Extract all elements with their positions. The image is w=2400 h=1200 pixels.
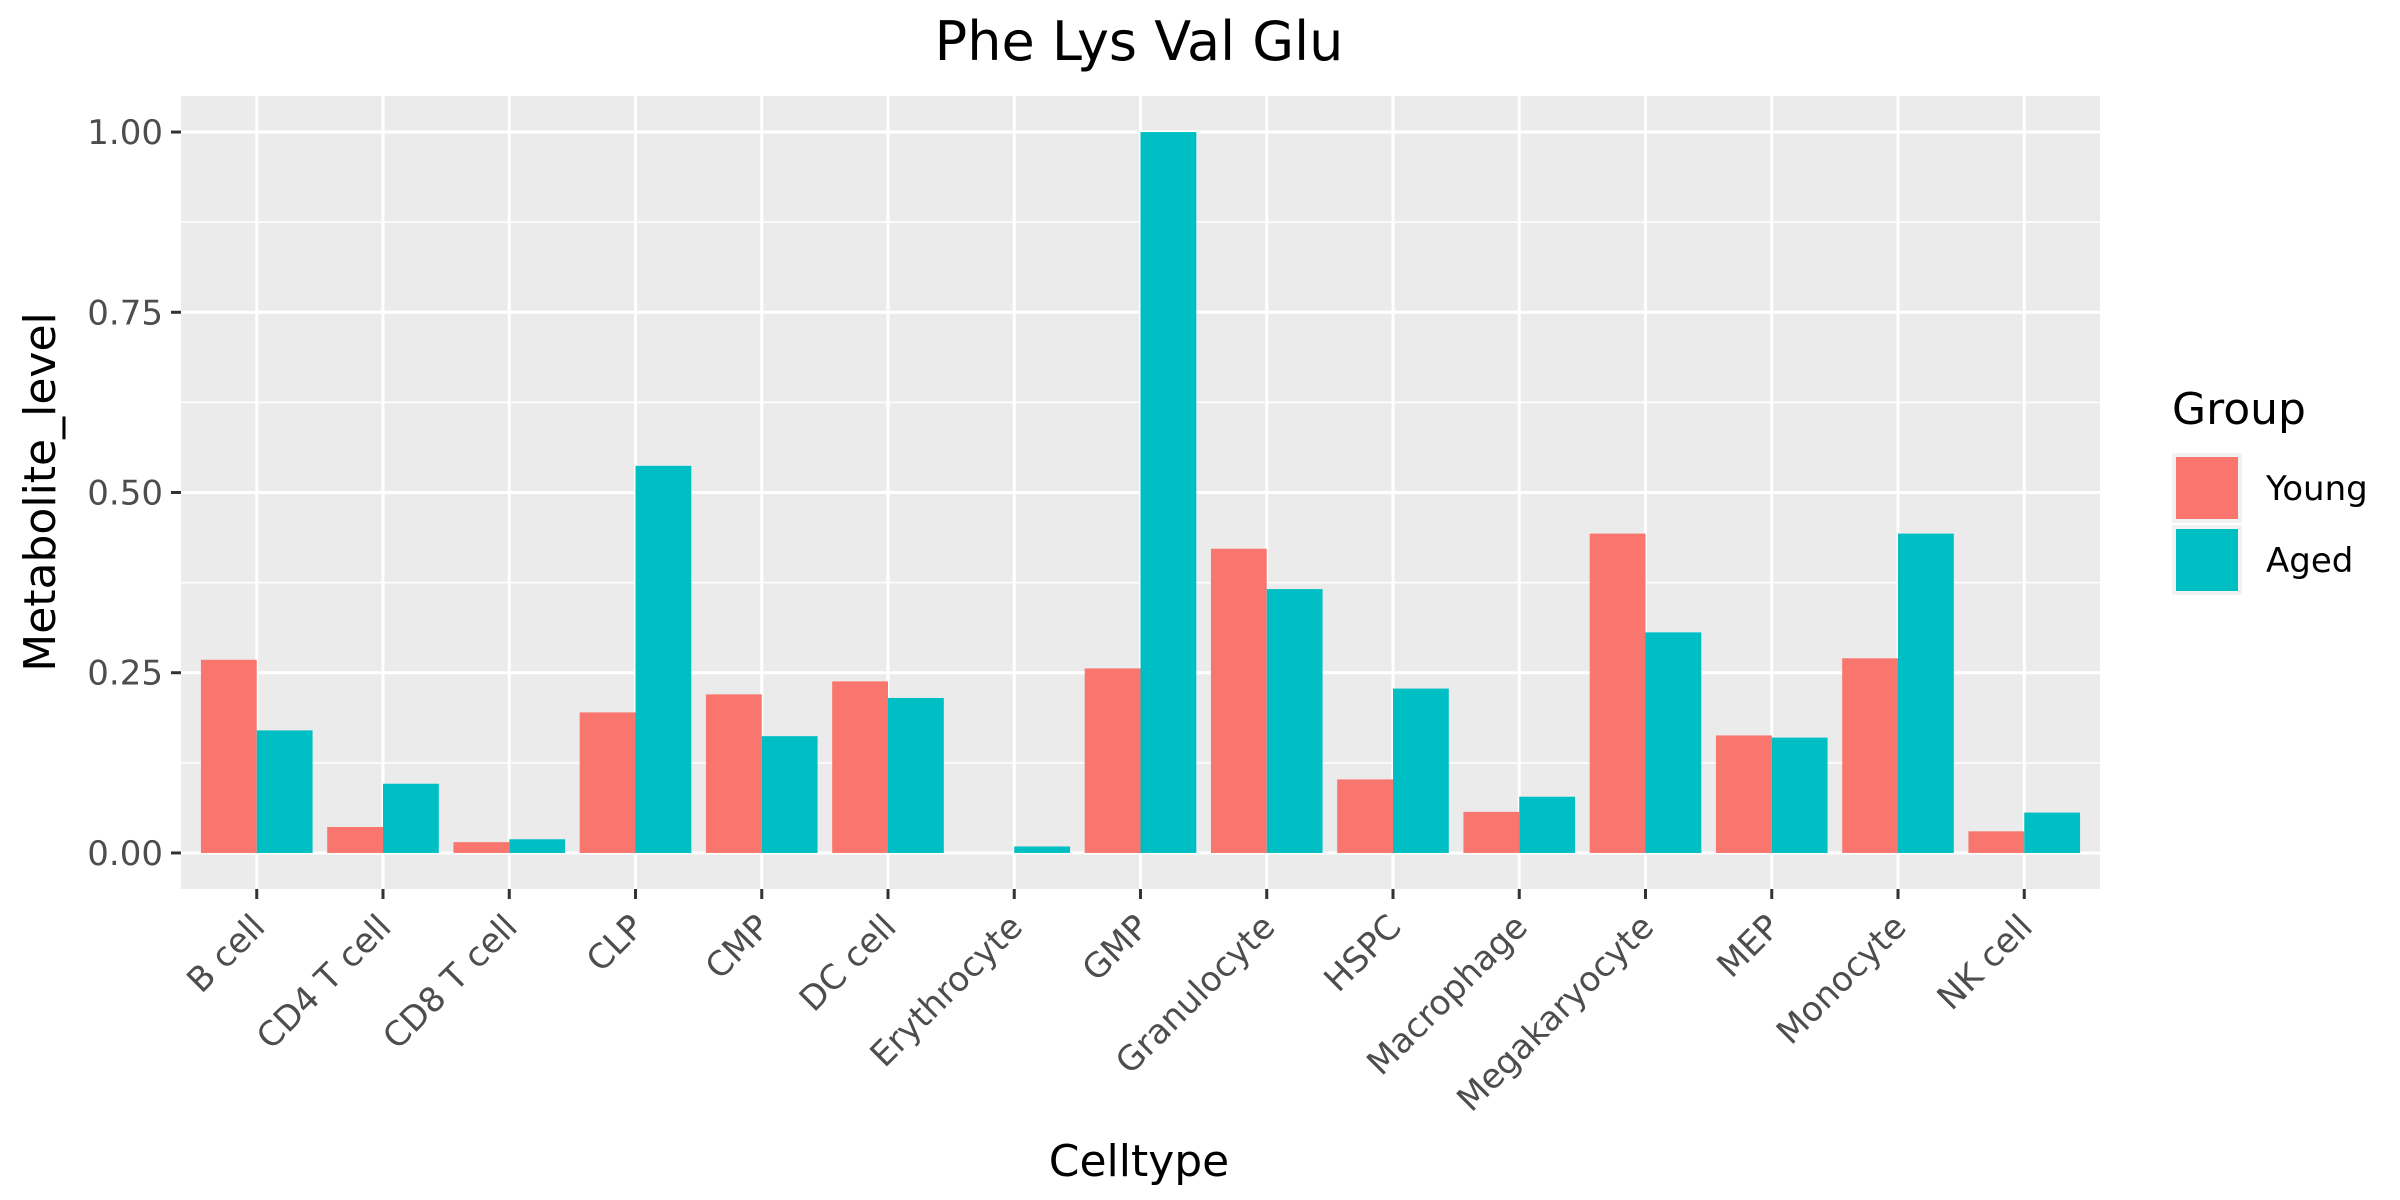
bar-young-gmp [1084, 668, 1141, 853]
bar-young-cd8-t-cell [453, 842, 510, 853]
x-tick-label: CD4 T cell [249, 907, 399, 1057]
x-tick-label: GMP [1075, 907, 1157, 989]
x-tick-label: HSPC [1316, 907, 1409, 1000]
x-tick-label: CMP [698, 907, 778, 987]
bar-young-mep [1715, 735, 1772, 853]
bar-aged-nk-cell [2024, 812, 2081, 853]
bar-young-macrophage [1463, 811, 1520, 853]
bar-aged-cd4-t-cell [383, 783, 439, 853]
x-tick-label: CLP [579, 907, 652, 980]
bar-aged-hspc [1393, 688, 1449, 853]
legend-swatch-aged [2176, 529, 2238, 591]
legend-label-aged: Aged [2266, 541, 2353, 581]
x-tick-label: NK cell [1930, 907, 2041, 1018]
x-tick-label: Monocyte [1769, 907, 1914, 1052]
y-axis: 0.00 0.25 0.50 0.75 1.00 [87, 113, 181, 874]
bar-aged-gmp [1140, 132, 1197, 853]
grid-lines [181, 96, 2100, 889]
bar-aged-b-cell [256, 730, 313, 853]
bar-aged-macrophage [1519, 796, 1576, 853]
y-tick-label: 0.50 [87, 474, 163, 514]
bar-young-cmp [705, 694, 762, 853]
bar-young-hspc [1337, 779, 1393, 853]
bar-young-nk-cell [1968, 831, 2025, 853]
bar-aged-mep [1771, 737, 1828, 853]
x-tick-label: B cell [179, 907, 273, 1001]
bar-aged-megakaryocyte [1645, 632, 1702, 853]
legend-title: Group [2172, 384, 2306, 435]
chart-title: Phe Lys Val Glu [935, 10, 1344, 73]
bar-young-monocyte [1842, 658, 1898, 853]
legend-label-young: Young [2265, 469, 2368, 509]
bar-young-granulocyte [1210, 548, 1267, 853]
bar-young-cd4-t-cell [327, 827, 383, 853]
x-tick-label: MEP [1709, 907, 1788, 986]
y-tick-label: 0.00 [87, 834, 163, 874]
y-tick-label: 0.75 [87, 293, 163, 333]
legend: Group Young Aged [2172, 384, 2368, 595]
bar-aged-cmp [761, 736, 818, 853]
bar-aged-cd8-t-cell [509, 839, 566, 853]
bar-young-dc-cell [832, 681, 888, 853]
bars [200, 132, 2081, 853]
x-tick-label: CD8 T cell [375, 907, 525, 1057]
bar-aged-clp [635, 465, 692, 853]
bar-young-megakaryocyte [1589, 533, 1646, 853]
bar-aged-erythrocyte [1014, 846, 1071, 853]
x-axis-title: Celltype [1049, 1136, 1230, 1187]
legend-swatch-young [2176, 457, 2238, 519]
bar-aged-monocyte [1898, 533, 1954, 853]
y-tick-label: 0.25 [87, 654, 163, 694]
y-axis-title: Metabolite_level [15, 312, 66, 672]
bar-aged-dc-cell [888, 697, 944, 853]
y-tick-label: 1.00 [87, 113, 163, 153]
bar-young-b-cell [200, 659, 257, 853]
x-tick-label: DC cell [792, 907, 905, 1020]
bar-young-clp [579, 712, 636, 853]
bar-aged-granulocyte [1266, 589, 1323, 853]
